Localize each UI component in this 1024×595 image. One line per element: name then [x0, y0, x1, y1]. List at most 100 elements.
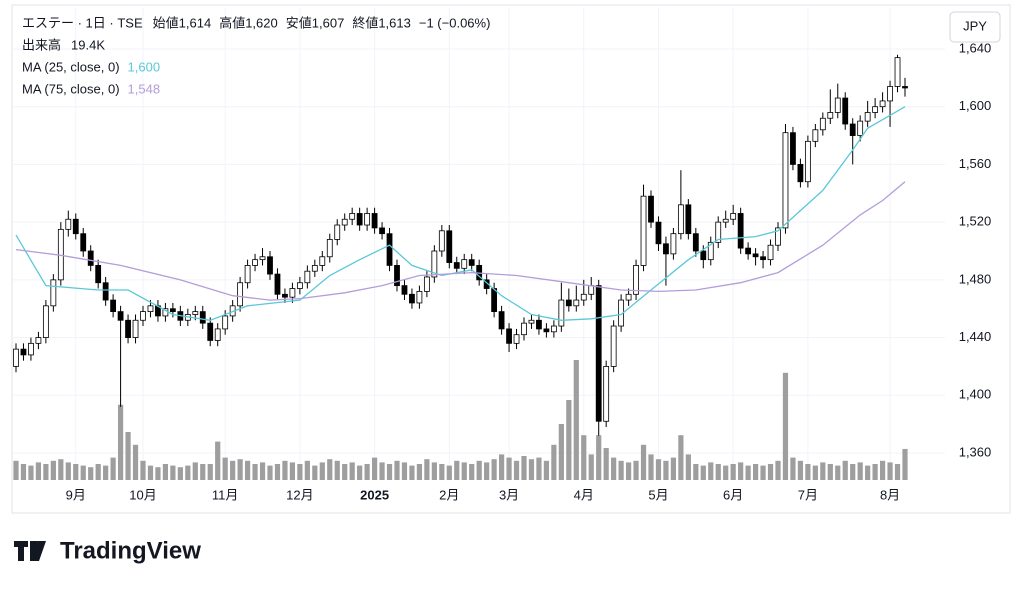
x-tick-label: 10月 — [129, 487, 156, 502]
candle-body — [274, 273, 281, 295]
candle-body — [468, 259, 475, 266]
volume-bar — [252, 464, 258, 480]
candle-body — [849, 123, 856, 136]
volume-bar — [416, 464, 423, 480]
volume-bar — [528, 459, 535, 480]
x-tick-label: 12月 — [286, 487, 313, 502]
volume-bar — [394, 460, 400, 480]
volume-bar — [865, 465, 871, 480]
brand: TradingView — [60, 537, 201, 564]
candle-body — [730, 213, 737, 220]
volume-bar — [902, 448, 908, 480]
volume-bar — [58, 459, 64, 480]
candle-body — [550, 325, 557, 333]
x-tick-label: 6月 — [723, 487, 743, 502]
volume-bar — [192, 462, 198, 480]
ohlc-value: 1,607 — [312, 15, 345, 30]
volume-bar — [678, 435, 684, 480]
volume-bar — [88, 467, 94, 480]
candle-body — [797, 164, 804, 183]
volume-bar — [775, 460, 781, 480]
currency-box[interactable] — [949, 11, 1001, 43]
volume-legend-label: 出来高 — [22, 37, 61, 52]
candle-body — [222, 315, 229, 330]
candle-body — [416, 291, 423, 304]
volume-bar — [95, 464, 101, 480]
candle-body — [715, 221, 722, 243]
candle-body — [140, 311, 146, 321]
volume-bar — [162, 464, 169, 480]
x-tick-label: 8月 — [880, 487, 900, 502]
candle-body — [386, 233, 393, 266]
volume-bar — [230, 460, 236, 480]
volume-bar — [439, 464, 445, 480]
candle-body — [13, 348, 19, 367]
candle-body — [498, 311, 505, 330]
volume-bar — [147, 465, 154, 480]
volume-bar — [670, 457, 677, 480]
y-tick-label: 1,480 — [959, 271, 992, 286]
volume-bar — [484, 462, 490, 480]
volume-bar — [872, 464, 878, 480]
volume-bar — [521, 456, 527, 480]
volume-bar — [244, 460, 251, 480]
candle-body — [244, 265, 251, 284]
candle-body — [95, 265, 102, 284]
candle-body — [80, 233, 87, 252]
volume-bar — [312, 465, 318, 480]
candle-body — [423, 276, 430, 292]
candle-body — [341, 218, 348, 226]
volume-bar — [797, 460, 804, 480]
volume-bar — [618, 460, 624, 480]
volume-bar — [506, 457, 512, 480]
candle-body — [790, 132, 796, 165]
volume-bar — [745, 465, 751, 480]
candle-body — [371, 213, 378, 229]
volume-bar — [334, 460, 340, 480]
volume-bar — [200, 464, 206, 480]
volume-bar — [110, 457, 116, 480]
volume-bar — [752, 464, 759, 480]
candle-body — [237, 282, 244, 307]
candle-body — [296, 282, 303, 289]
candle-body — [760, 256, 766, 261]
x-tick-label: 7月 — [798, 487, 818, 502]
currency[interactable]: JPY — [963, 18, 987, 33]
volume-bar — [297, 464, 303, 480]
candle-body — [565, 299, 572, 307]
candle-body — [722, 218, 729, 223]
candle-body — [812, 129, 819, 142]
ohlc-label: 高値 — [219, 15, 245, 30]
ohlc-value: 1,613 — [378, 15, 411, 30]
volume-bar — [723, 465, 729, 480]
volume-bar — [274, 464, 281, 480]
candle-body — [20, 348, 27, 356]
volume-bar — [879, 460, 886, 480]
candle-body — [834, 97, 841, 113]
candle-body — [573, 299, 580, 307]
volume-bar — [431, 462, 437, 480]
volume-bar — [850, 464, 856, 480]
candle-body — [117, 311, 124, 321]
volume-bar — [342, 464, 348, 480]
volume-bar — [805, 464, 811, 480]
volume-bar — [782, 372, 789, 480]
volume-bar — [319, 462, 325, 480]
volume-bar — [663, 460, 669, 480]
volume-bar — [835, 465, 841, 480]
volume-bar — [35, 462, 42, 480]
candle-body — [692, 233, 699, 252]
volume-bar — [558, 424, 564, 480]
candle-body — [902, 86, 908, 89]
candle-body — [50, 279, 57, 307]
candle-body — [752, 253, 759, 258]
candle-body — [401, 285, 408, 295]
candle-body — [65, 218, 72, 230]
volume-bar — [409, 465, 415, 480]
candle-body — [558, 299, 565, 327]
candle-body — [543, 328, 550, 333]
candle-body — [304, 270, 311, 284]
volume-bar — [185, 465, 191, 480]
grid — [12, 8, 945, 480]
